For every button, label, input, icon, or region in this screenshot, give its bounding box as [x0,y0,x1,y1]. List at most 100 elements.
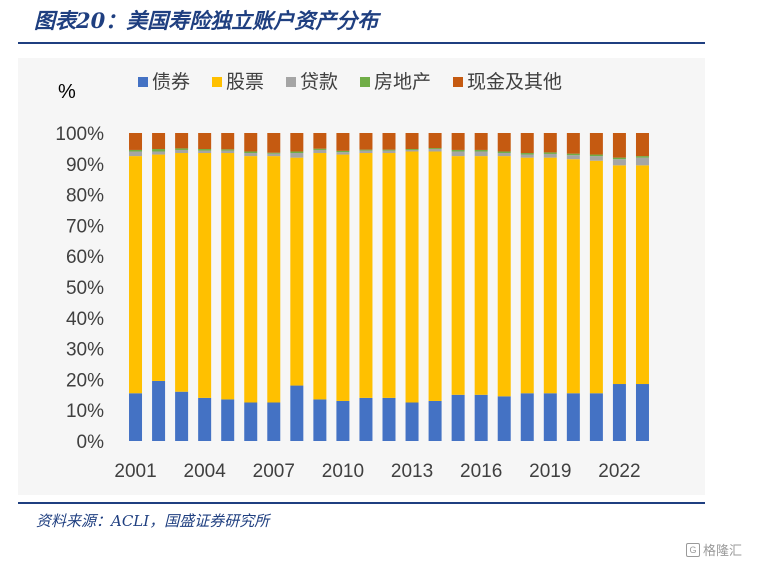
bar-segment [359,133,373,150]
bar-stack [313,133,327,441]
bar-segment [520,393,534,441]
x-tick-label: 2001 [114,461,156,482]
bar-segment [221,149,235,151]
bar-stack [451,133,465,441]
x-tick-label: 2019 [529,461,571,482]
bar-segment [198,397,212,441]
legend-swatch [212,77,222,87]
bar-stack [589,133,603,441]
bar-segment [175,133,189,149]
bar-segment [589,156,603,161]
bar-segment [244,402,258,441]
bar-segment [428,148,442,150]
bar-segment [474,394,488,441]
bar-segment [382,150,396,154]
figure-title: 图表20：美国寿险独立账户资产分布 [34,8,379,33]
bar-segment [497,151,511,154]
legend-label: 现金及其他 [467,71,562,93]
bar-segment [175,148,189,150]
bar-segment [612,159,626,166]
bar-segment [543,133,557,153]
bar-segment [290,157,304,386]
bar-segment [198,149,212,151]
bar-segment [267,152,281,154]
bar-segment [175,153,189,392]
bar-stack [244,133,258,441]
bar-segment [520,157,534,394]
y-tick-label: 20% [66,370,104,391]
bar-segment [359,149,373,151]
bar-segment [382,397,396,441]
y-tick-label: 100% [55,124,104,145]
y-tick-label: 10% [66,401,104,422]
bar-stack [566,133,580,441]
bar-segment [474,149,488,152]
bar-segment [152,133,166,150]
bar-segment [451,394,465,441]
bar-segment [336,152,350,155]
bar-stack [474,133,488,441]
bar-segment [221,153,235,400]
x-tick-label: 2004 [184,461,227,482]
bar-segment [129,133,143,150]
bar-segment [497,133,511,152]
bar-stack [428,133,442,441]
bar-segment [520,154,534,158]
bar-segment [198,150,212,154]
x-tick-label: 2010 [322,461,364,482]
bar-segment [474,151,488,157]
bar-segment [451,133,465,150]
legend-label: 债券 [152,71,190,93]
legend-label: 房地产 [374,71,431,93]
bars-group [129,133,649,441]
bar-segment [635,157,649,166]
legend-swatch [138,77,148,87]
watermark-text: 格隆汇 [703,543,743,558]
bar-segment [589,393,603,441]
bar-segment [129,156,143,394]
bar-segment [336,400,350,441]
bar-segment [543,153,557,158]
bar-segment [290,153,304,158]
bar-segment [474,156,488,395]
stacked-bar-chart: 债券 股票 贷款 房地产 现金及其他 % 0% 10% 20% 30% 40% 50% 60% 70%… [55,71,649,482]
bar-segment [175,149,189,154]
x-tick-label: 2007 [253,461,295,482]
bar-segment [428,151,442,401]
bar-segment [290,385,304,441]
bar-segment [405,133,419,150]
bar-segment [244,133,258,152]
bar-segment [129,393,143,441]
bar-stack [359,133,373,441]
bar-segment [267,133,281,153]
bar-segment [451,151,465,157]
watermark-logo-icon: G [686,542,700,557]
x-tick-label: 2022 [598,461,640,482]
legend-item: 现金及其他 [453,71,562,93]
bar-segment [612,133,626,158]
y-axis-unit-label: % [58,81,76,103]
bar-segment [313,399,327,441]
bar-segment [428,149,442,152]
bar-stack [198,133,212,441]
x-tick-label: 2013 [391,461,433,482]
bar-segment [589,160,603,394]
y-tick-label: 90% [66,155,104,176]
bar-segment [543,393,557,441]
bar-segment [451,149,465,152]
bar-segment [129,149,143,152]
bar-segment [267,156,281,403]
bar-segment [566,155,580,160]
bar-segment [635,384,649,441]
legend-item: 贷款 [286,71,338,93]
bar-segment [612,157,626,160]
bar-stack [612,133,626,441]
bar-segment [359,153,373,398]
bar-segment [152,151,166,155]
y-tick-label: 80% [66,186,104,207]
bar-stack [382,133,396,441]
y-tick-label: 40% [66,309,104,330]
bar-segment [520,133,534,154]
y-tick-label: 70% [66,216,104,237]
legend-item: 债券 [138,71,190,93]
